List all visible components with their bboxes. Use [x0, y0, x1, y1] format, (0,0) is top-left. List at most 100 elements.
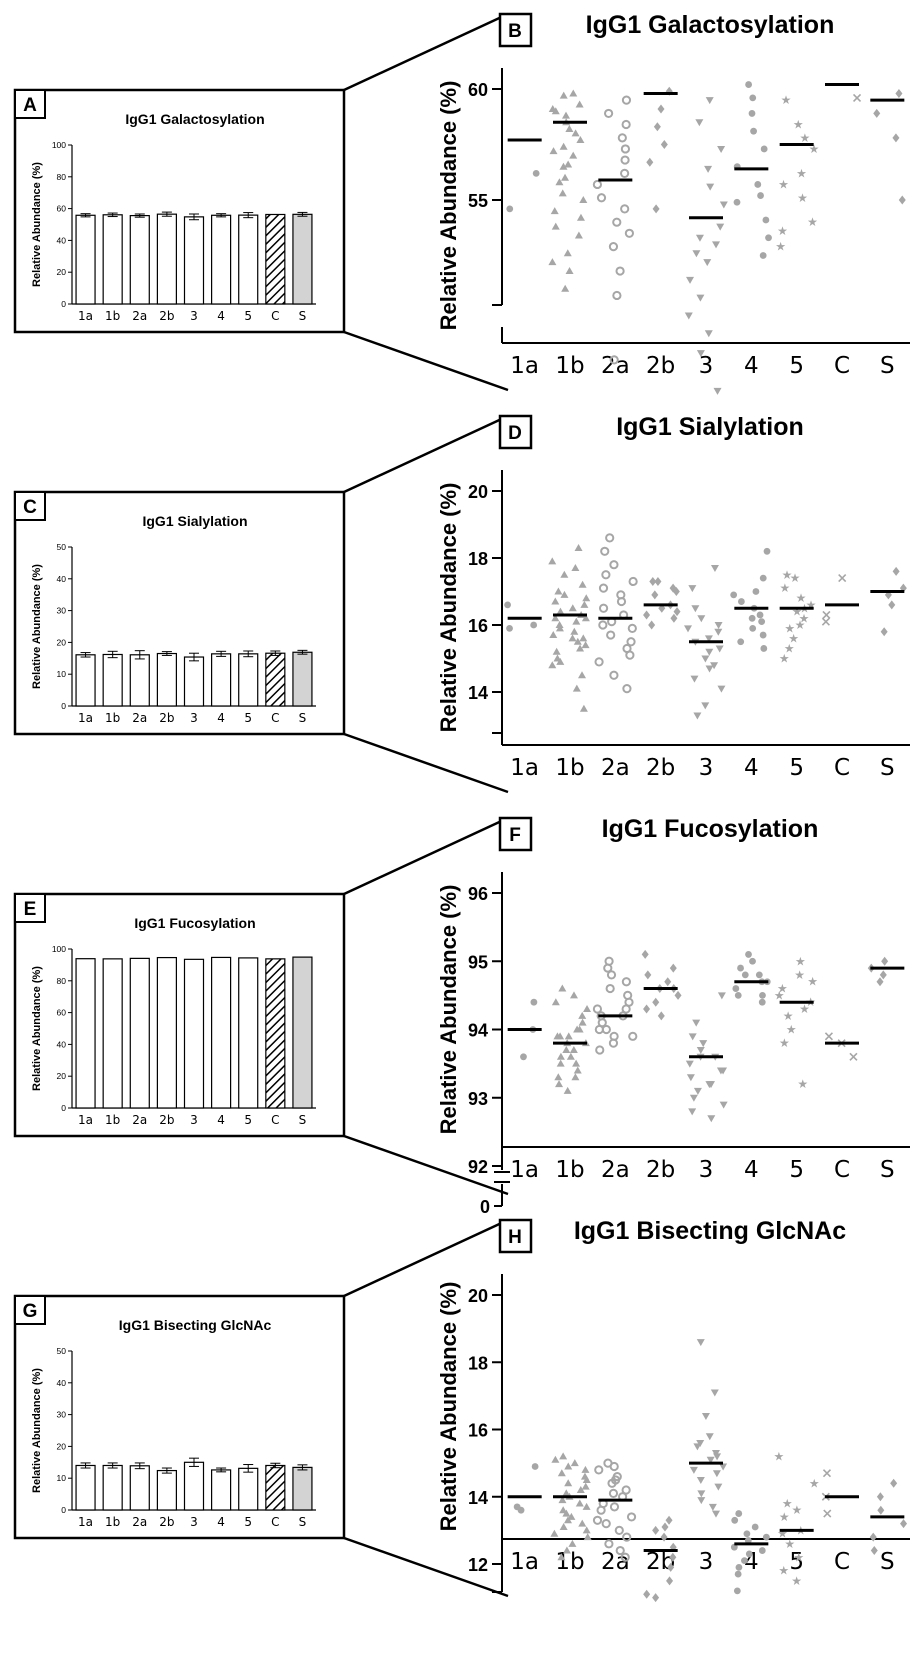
- data-point: [578, 580, 587, 588]
- data-point: ★: [793, 1550, 804, 1564]
- data-point: [849, 1052, 858, 1061]
- data-point: [550, 1529, 559, 1537]
- bar-2b: [156, 213, 177, 305]
- x-tick-label-4: 4: [217, 1113, 225, 1127]
- data-point: [596, 193, 607, 203]
- x-tick-label-S: S: [299, 309, 307, 323]
- panel-letter-box: [14, 1295, 46, 1325]
- x-tick-label-4: 4: [744, 1157, 759, 1183]
- data-point: ★: [779, 652, 790, 666]
- data-point: [609, 355, 619, 365]
- points-5: ★★★★★★★★★★★★★: [779, 568, 817, 666]
- data-point: [643, 1004, 651, 1014]
- x-tick-label-5: 5: [789, 755, 804, 781]
- data-point: [568, 604, 577, 612]
- data-point: [762, 1533, 770, 1541]
- data-point: [688, 585, 697, 593]
- data-point: [745, 1550, 753, 1558]
- bar-2b: [156, 1469, 177, 1511]
- data-point: [697, 1497, 706, 1505]
- y-tick-label: 20: [57, 1441, 67, 1451]
- data-point: [598, 603, 609, 613]
- y-tick-label: 100: [52, 944, 66, 954]
- data-point: [735, 1563, 743, 1571]
- data-point: [760, 145, 768, 153]
- points-1a: [520, 998, 538, 1061]
- y-axis-label: Relative Abundance (%): [436, 483, 461, 733]
- data-point: [530, 621, 538, 629]
- panel-letter-box: [14, 491, 46, 521]
- x-tick-label-2b: 2b: [646, 353, 675, 379]
- data-point: [708, 1503, 717, 1511]
- points-2b: [646, 86, 673, 214]
- x-tick-label-1a: 1a: [510, 1157, 539, 1183]
- data-point: ★: [778, 1564, 789, 1578]
- data-point: [574, 543, 583, 551]
- x-tick-label-4: 4: [744, 353, 759, 379]
- data-point: [714, 1483, 723, 1491]
- x-tick-label-3: 3: [190, 711, 198, 725]
- data-point: [571, 1073, 580, 1081]
- x-tick-label-2b: 2b: [159, 711, 174, 725]
- data-point: [601, 570, 611, 580]
- x-tick-label-2a: 2a: [601, 755, 630, 781]
- x-tick-label-3: 3: [190, 1113, 198, 1127]
- data-point: [574, 231, 583, 239]
- data-point: [604, 1539, 614, 1549]
- data-point: [823, 1509, 832, 1518]
- y-tick-label: 20: [57, 637, 67, 647]
- data-point: [754, 181, 762, 188]
- data-point: [520, 1053, 527, 1061]
- y-tick-label: 40: [57, 235, 67, 245]
- data-point: [695, 234, 704, 242]
- bar-S: [292, 213, 313, 305]
- panel-letter: E: [24, 899, 37, 920]
- y-axis-label: Relative Abundance (%): [436, 81, 461, 331]
- bar-1a: [75, 1464, 96, 1511]
- data-point: [583, 1005, 592, 1013]
- points-C: [821, 1469, 832, 1518]
- data-point: [564, 1032, 573, 1040]
- points-S: [880, 566, 907, 637]
- data-point: [551, 998, 560, 1006]
- data-point: [563, 249, 572, 257]
- data-point: [571, 129, 580, 137]
- bar-5: [238, 214, 259, 305]
- data-point: [583, 1533, 592, 1541]
- bar-2a: [129, 214, 150, 305]
- points-4: [732, 951, 771, 1006]
- data-point: [504, 601, 512, 609]
- data-point: [531, 1463, 539, 1470]
- y-tick-label: 0: [61, 1103, 66, 1113]
- x-tick-label-S: S: [299, 1113, 307, 1127]
- data-point-stroke: [824, 1032, 833, 1041]
- data-point: [532, 169, 540, 177]
- data-point: [685, 1060, 694, 1068]
- data-point: [670, 613, 678, 623]
- data-point-stroke: [849, 1052, 858, 1061]
- data-point: [692, 250, 701, 258]
- data-point: [563, 1516, 572, 1524]
- data-point: [576, 213, 585, 221]
- bar-1a: [75, 958, 96, 1109]
- panel-letter-box: [14, 893, 46, 923]
- data-point: [719, 1463, 728, 1471]
- bar-1a: [75, 654, 96, 707]
- data-point: [594, 657, 604, 667]
- x-tick-label-3: 3: [699, 755, 714, 781]
- data-point: [876, 1492, 884, 1502]
- data-point: [741, 971, 749, 979]
- x-tick-label-3: 3: [190, 309, 198, 323]
- bar-3: [183, 958, 205, 1109]
- bar-C: [265, 213, 286, 305]
- data-point: [895, 88, 903, 98]
- data-point: ★: [779, 1036, 790, 1050]
- connector-line-top: [343, 1218, 509, 1298]
- data-point: [606, 970, 617, 980]
- data-point: ★: [777, 224, 788, 238]
- data-point: [892, 133, 900, 143]
- y-axis-label: Relative Abundance (%): [31, 564, 43, 689]
- y-tick-label: 96: [468, 884, 488, 904]
- data-point: [624, 228, 634, 238]
- data-point: [561, 173, 570, 181]
